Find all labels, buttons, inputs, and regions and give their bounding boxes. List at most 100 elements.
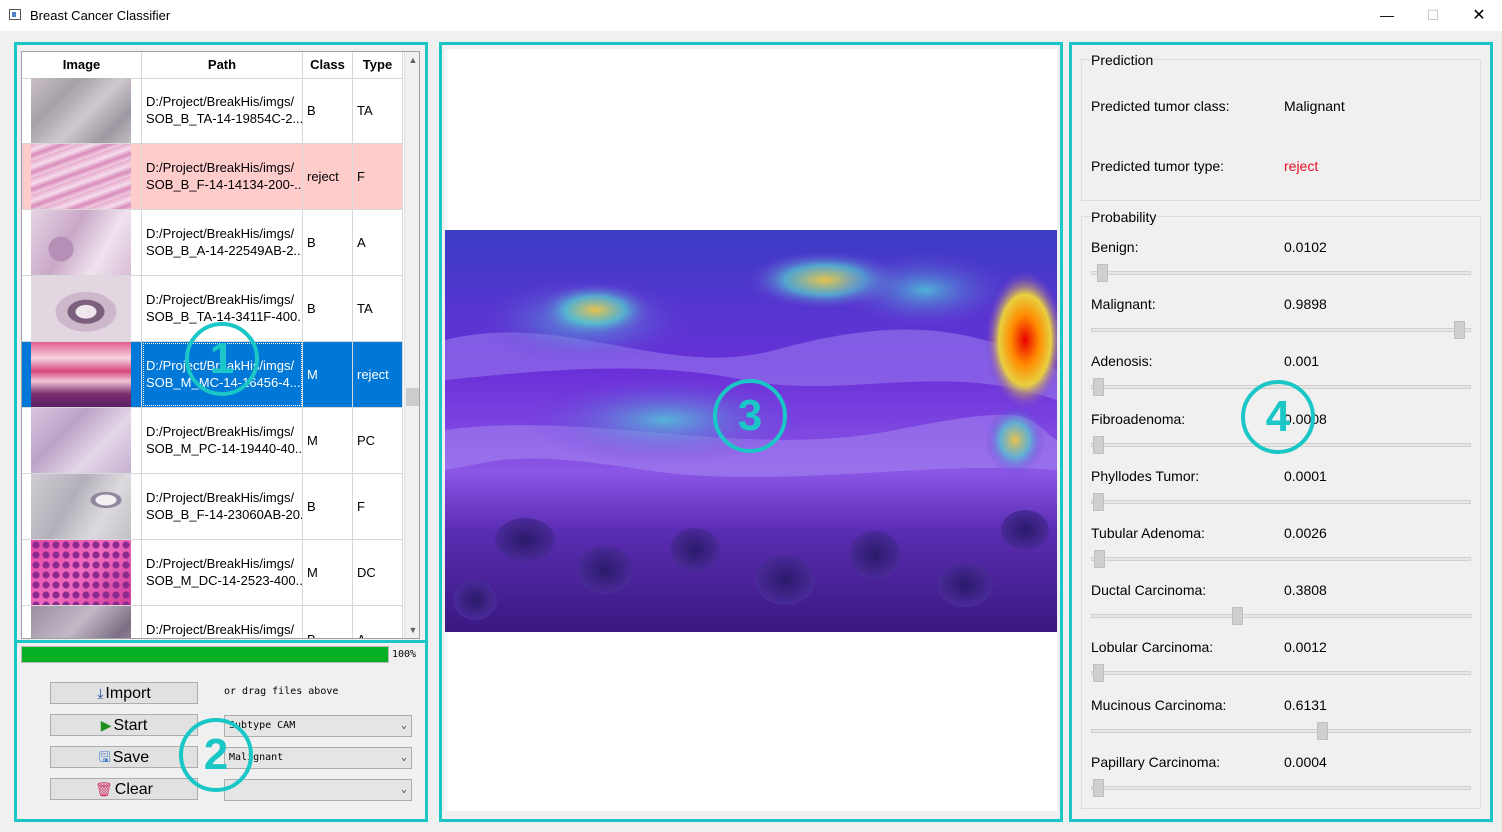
probability-value: 0.6131 [1284,697,1327,713]
thumbnail-image [31,408,131,473]
table-header: Image Path Class Type [22,52,403,79]
probability-label: Malignant: [1091,296,1156,312]
probability-value: 0.0001 [1284,468,1327,484]
window-title: Breast Cancer Classifier [30,8,171,23]
slider-handle[interactable] [1454,321,1465,339]
row-type: F [353,474,403,539]
row-class: B [303,210,353,275]
slider-handle[interactable] [1097,264,1108,282]
slider-handle[interactable] [1094,550,1105,568]
probability-label: Mucinous Carcinoma: [1091,697,1227,713]
import-icon: ⤓ [97,685,104,701]
probability-label: Papillary Carcinoma: [1091,754,1221,770]
table-row[interactable]: D:/Project/BreakHis/imgs/ SOB_M_DC-14-25… [22,540,403,606]
slider-handle[interactable] [1093,436,1104,454]
slider-handle[interactable] [1093,779,1104,797]
class-filter-value: Malignant [229,752,284,763]
column-header-type[interactable]: Type [353,52,403,78]
table-scrollbar[interactable]: ▲ ▼ [404,52,419,638]
slider-handle[interactable] [1093,493,1104,511]
drag-hint: or drag files above [224,686,339,697]
thumbnail-image [31,144,131,209]
third-select[interactable]: ⌄ [224,779,412,801]
progress-bar [21,646,389,663]
probability-slider[interactable] [1091,779,1471,797]
row-path: D:/Project/BreakHis/imgs/ SOB_M_PC-14-19… [142,408,303,473]
row-path: D:/Project/BreakHis/imgs/ SOB_M_DC-14-25… [142,540,303,605]
row-path: D:/Project/BreakHis/imgs/ SOB_B_F-14-230… [142,474,303,539]
import-button[interactable]: ⤓ Import [50,682,198,704]
thumbnail-image [31,342,131,407]
probability-value: 0.0004 [1284,754,1327,770]
table-row[interactable]: D:/Project/BreakHis/imgs/ SOB_M_PC-14-19… [22,408,403,474]
clear-label: Clear [114,781,153,798]
image-table[interactable]: Image Path Class Type D:/Project/BreakHi… [21,51,420,639]
play-icon: ▶ [100,717,112,733]
chevron-down-icon: ⌄ [400,784,407,795]
chevron-down-icon: ⌄ [400,752,407,763]
save-button[interactable]: 🖫 Save [50,746,198,768]
scroll-up-icon[interactable]: ▲ [408,55,418,65]
probability-slider[interactable] [1091,664,1471,682]
table-row[interactable]: D:/Project/BreakHis/imgs/ SOB_B_A-14-225… [22,210,403,276]
slider-handle[interactable] [1093,378,1104,396]
scroll-down-icon[interactable]: ▼ [408,625,418,635]
row-class: M [303,342,353,407]
trash-icon: 🗑 [94,781,113,797]
slider-handle[interactable] [1093,664,1104,682]
row-type: DC [353,540,403,605]
table-row[interactable]: D:/Project/BreakHis/imgs/ B A [22,606,403,638]
slider-handle[interactable] [1232,607,1243,625]
probability-value: 0.0026 [1284,525,1327,541]
cam-mode-select[interactable]: Subtype CAM ⌄ [224,715,412,737]
maximize-button[interactable]: ☐ [1426,7,1440,23]
thumbnail-image [31,606,131,638]
column-header-path[interactable]: Path [142,52,303,78]
slider-groove [1091,271,1471,275]
probability-label: Tubular Adenoma: [1091,525,1205,541]
probability-slider[interactable] [1091,493,1471,511]
slider-groove [1091,729,1471,733]
column-header-class[interactable]: Class [303,52,353,78]
save-label: Save [112,749,150,766]
row-class: M [303,408,353,473]
row-class: B [303,276,353,341]
slider-groove [1091,671,1471,675]
probability-slider[interactable] [1091,607,1471,625]
probability-label: Lobular Carcinoma: [1091,639,1214,655]
probability-slider[interactable] [1091,722,1471,740]
probability-label: Benign: [1091,239,1139,255]
probability-slider[interactable] [1091,321,1471,339]
close-button[interactable]: ✕ [1472,7,1486,24]
row-path: D:/Project/BreakHis/imgs/ SOB_B_TA-14-19… [142,78,303,143]
class-filter-select[interactable]: Malignant ⌄ [224,747,412,769]
progress-text: 100% [392,649,417,660]
thumbnail-image [31,276,131,341]
row-type: TA [353,78,403,143]
row-class: reject [303,144,353,209]
probability-slider[interactable] [1091,550,1471,568]
predicted-class-label: Predicted tumor class: [1091,98,1230,114]
probability-value: 0.0012 [1284,639,1327,655]
clear-button[interactable]: 🗑 Clear [50,778,198,800]
row-class: B [303,474,353,539]
prediction-group [1081,59,1481,201]
annotation-number-2: 2 [179,718,253,792]
thumbnail-image [31,474,131,539]
column-header-image[interactable]: Image [22,52,142,78]
probability-value: 0.0102 [1284,239,1327,255]
row-path: D:/Project/BreakHis/imgs/ SOB_B_TA-14-34… [142,276,303,341]
probability-slider[interactable] [1091,264,1471,282]
region-2-outline [14,640,428,822]
minimize-button[interactable]: — [1380,7,1394,23]
row-type: A [353,210,403,275]
slider-groove [1091,500,1471,504]
start-button[interactable]: ▶ Start [50,714,198,736]
table-row[interactable]: D:/Project/BreakHis/imgs/ SOB_B_TA-14-19… [22,78,403,144]
slider-handle[interactable] [1317,722,1328,740]
probability-group [1081,216,1481,809]
table-row[interactable]: D:/Project/BreakHis/imgs/ SOB_B_F-14-141… [22,144,403,210]
scrollbar-thumb[interactable] [406,388,419,406]
table-row[interactable]: D:/Project/BreakHis/imgs/ SOB_B_F-14-230… [22,474,403,540]
predicted-type-value: reject [1284,158,1319,174]
